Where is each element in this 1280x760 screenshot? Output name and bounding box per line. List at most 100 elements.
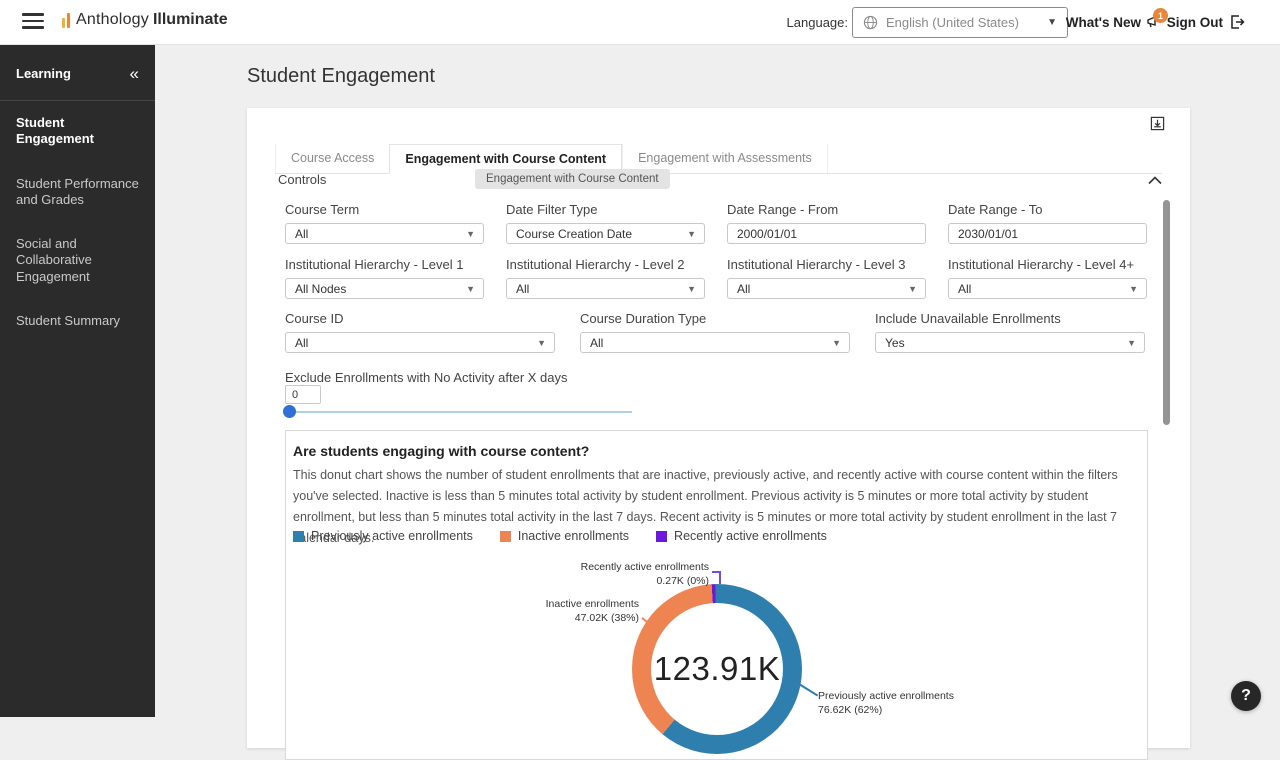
field-course-id: Course ID All ▼	[285, 311, 555, 353]
field-label: Include Unavailable Enrollments	[875, 311, 1061, 326]
dashboard-card: Course Access Engagement with Course Con…	[247, 108, 1190, 760]
donut-total-value: 123.91K	[653, 650, 781, 687]
date-filter-type-select[interactable]: Course Creation Date ▼	[506, 223, 705, 244]
field-label: Course Term	[285, 202, 360, 217]
chevron-down-icon: ▼	[687, 283, 696, 294]
chevron-up-icon[interactable]	[1148, 172, 1162, 190]
sign-out-label: Sign Out	[1166, 14, 1223, 30]
legend-item-inactive: Inactive enrollments	[499, 529, 629, 543]
field-value: All	[590, 335, 604, 350]
field-label: Course ID	[285, 311, 344, 326]
course-id-select[interactable]: All ▼	[285, 332, 555, 353]
annotation-value: 0.27K (0%)	[656, 574, 709, 587]
anthology-logo-icon	[62, 12, 70, 28]
legend-item-recently-active: Recently active enrollments	[656, 529, 827, 543]
field-hierarchy-level-3: Institutional Hierarchy - Level 3 All ▼	[727, 257, 926, 299]
chevron-down-icon: ▼	[687, 228, 696, 239]
chevron-down-icon: ▼	[466, 228, 475, 239]
include-unavailable-enrollments-select[interactable]: Yes ▼	[875, 332, 1145, 353]
date-range-to-input[interactable]: 2030/01/01	[948, 223, 1147, 244]
tab-engagement-with-assessments[interactable]: Engagement with Assessments	[622, 144, 828, 173]
chevron-down-icon: ▼	[1127, 337, 1136, 348]
sidebar: Learning « Student Engagement Student Pe…	[0, 45, 155, 717]
annotation-previously-active: Previously active enrollments 76.62K (62…	[818, 690, 1018, 717]
field-date-filter-type: Date Filter Type Course Creation Date ▼	[506, 202, 705, 244]
exclude-no-activity-input[interactable]: 0	[285, 385, 321, 404]
annotation-inactive: Inactive enrollments 47.02K (38%)	[486, 598, 639, 625]
legend-swatch	[499, 530, 511, 542]
hamburger-menu-icon[interactable]	[22, 13, 44, 31]
exclude-no-activity-label: Exclude Enrollments with No Activity aft…	[285, 370, 568, 385]
annotation-label: Recently active enrollments	[580, 561, 709, 573]
sidebar-title: Learning	[16, 66, 71, 81]
field-label: Date Range - To	[948, 202, 1043, 217]
date-range-from-input[interactable]: 2000/01/01	[727, 223, 926, 244]
legend-label: Previously active enrollments	[311, 529, 473, 543]
legend-swatch	[656, 530, 668, 542]
legend-swatch	[293, 530, 304, 542]
field-course-duration-type: Course Duration Type All ▼	[580, 311, 850, 353]
field-label: Institutional Hierarchy - Level 3	[727, 257, 906, 272]
language-value: English (United States)	[886, 15, 1019, 30]
sidebar-item-student-performance-and-grades[interactable]: Student Performance and Grades	[16, 175, 139, 207]
language-select[interactable]: English (United States) ▼	[852, 7, 1068, 38]
page-title: Student Engagement	[247, 65, 435, 87]
legend-label: Recently active enrollments	[674, 529, 827, 543]
annotation-value: 76.62K (62%)	[818, 703, 883, 716]
hierarchy-level-1-select[interactable]: All Nodes ▼	[285, 278, 484, 299]
legend-item-previously-active: Previously active enrollments	[293, 529, 473, 543]
field-date-range-from: Date Range - From 2000/01/01	[727, 202, 926, 244]
field-value: All Nodes	[295, 281, 347, 296]
field-value: All	[295, 226, 309, 241]
chart-legend: Previously active enrollments Inactive e…	[293, 529, 854, 543]
field-label: Date Filter Type	[506, 202, 598, 217]
language-label: Language:	[786, 15, 848, 30]
sidebar-item-student-engagement[interactable]: Student Engagement	[16, 115, 95, 147]
product-name: Illuminate	[152, 11, 228, 28]
globe-icon	[863, 15, 878, 30]
help-button[interactable]: ?	[1231, 681, 1261, 711]
field-value: 2030/01/01	[958, 226, 1019, 241]
chart-title: Are students engaging with course conten…	[293, 443, 590, 459]
sign-out-icon	[1231, 15, 1245, 29]
annotation-label: Previously active enrollments	[818, 690, 954, 702]
donut-hole: 123.91K	[651, 603, 783, 735]
field-hierarchy-level-4: Institutional Hierarchy - Level 4+ All ▼	[948, 257, 1147, 299]
sign-out-button[interactable]: Sign Out	[1167, 14, 1245, 30]
chevron-down-icon: ▼	[908, 283, 917, 294]
annotation-connector-previously	[798, 683, 819, 697]
controls-scrollbar[interactable]	[1163, 200, 1170, 425]
sidebar-item-student-summary[interactable]: Student Summary	[16, 312, 121, 328]
field-value: 2000/01/01	[737, 226, 798, 241]
annotation-connector-recently	[712, 571, 721, 584]
field-label: Institutional Hierarchy - Level 1	[285, 257, 464, 272]
field-value: Yes	[885, 335, 905, 350]
annotation-value: 47.02K (38%)	[574, 611, 639, 624]
brand-name: Anthology	[76, 11, 149, 28]
field-value: All	[295, 335, 309, 350]
exclude-no-activity-slider-track[interactable]	[287, 411, 632, 413]
tab-course-access[interactable]: Course Access	[275, 144, 389, 173]
hierarchy-level-2-select[interactable]: All ▼	[506, 278, 705, 299]
hierarchy-level-4-select[interactable]: All ▼	[948, 278, 1147, 299]
donut-chart-card: Are students engaging with course conten…	[285, 430, 1148, 760]
chevron-down-icon: ▼	[466, 283, 475, 294]
field-hierarchy-level-2: Institutional Hierarchy - Level 2 All ▼	[506, 257, 705, 299]
field-label: Institutional Hierarchy - Level 2	[506, 257, 685, 272]
field-label: Date Range - From	[727, 202, 839, 217]
download-report-icon[interactable]	[1150, 116, 1165, 136]
course-duration-type-select[interactable]: All ▼	[580, 332, 850, 353]
sidebar-collapse-icon[interactable]: «	[129, 64, 139, 83]
chevron-down-icon: ▼	[832, 337, 841, 348]
whats-new-button[interactable]: What's New	[1066, 14, 1162, 30]
field-label: Institutional Hierarchy - Level 4+	[948, 257, 1135, 272]
course-term-select[interactable]: All ▼	[285, 223, 484, 244]
sidebar-item-social-and-collaborative-engagement[interactable]: Social and Collaborative Engagement	[16, 236, 92, 284]
field-value: All	[958, 281, 972, 296]
annotation-recently-active: Recently active enrollments 0.27K (0%)	[556, 561, 709, 588]
annotation-label: Inactive enrollments	[545, 598, 639, 610]
exclude-no-activity-slider-handle[interactable]	[283, 405, 296, 418]
field-date-range-to: Date Range - To 2030/01/01	[948, 202, 1147, 244]
report-tabbar: Course Access Engagement with Course Con…	[275, 144, 1162, 174]
hierarchy-level-3-select[interactable]: All ▼	[727, 278, 926, 299]
